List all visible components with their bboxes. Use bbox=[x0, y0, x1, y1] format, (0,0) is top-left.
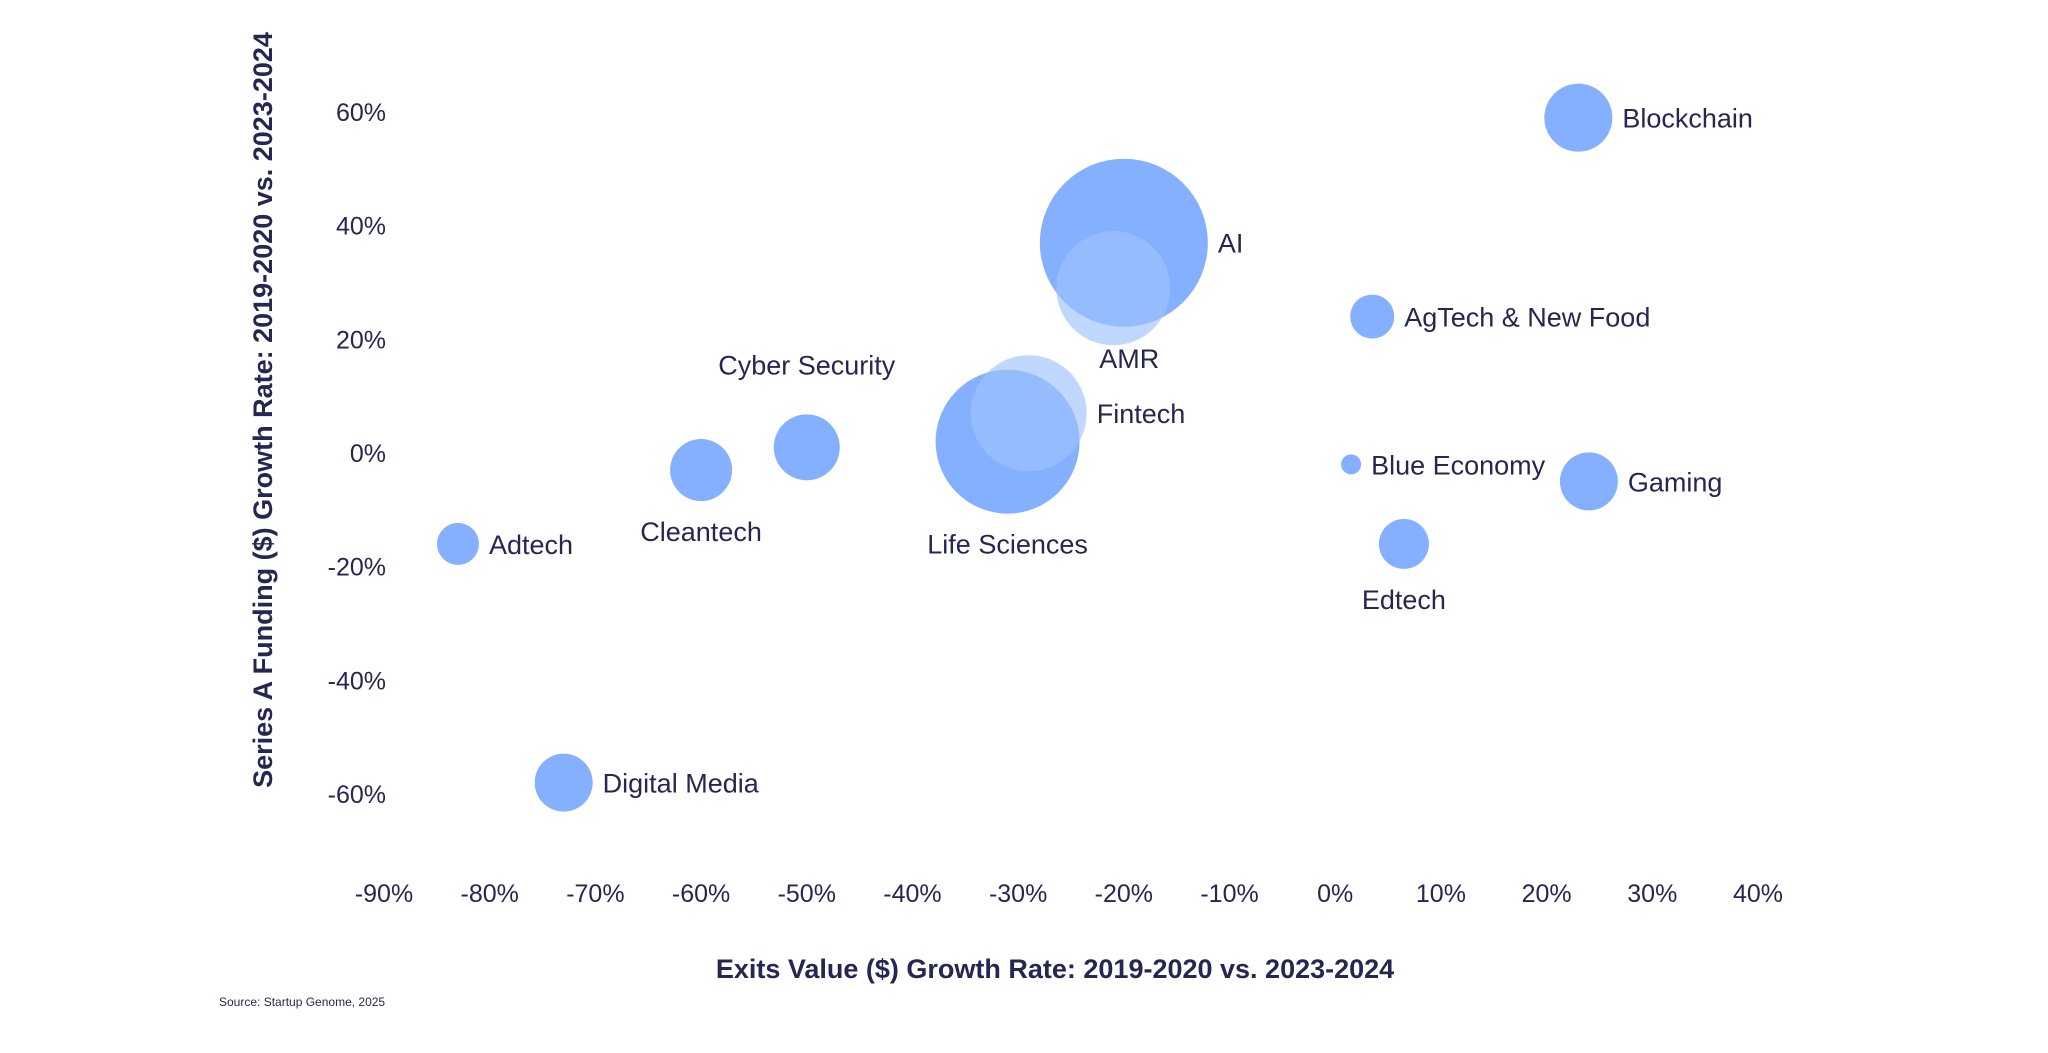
x-tick-label: -50% bbox=[778, 880, 836, 908]
x-tick-label: -20% bbox=[1095, 880, 1153, 908]
bubble-label-blockchain: Blockchain bbox=[1622, 104, 1753, 134]
x-tick-label: 0% bbox=[1317, 880, 1353, 908]
x-tick-label: -90% bbox=[355, 880, 413, 908]
bubble-cyber-security bbox=[773, 414, 840, 481]
source-note: Source: Startup Genome, 2025 bbox=[219, 995, 386, 1009]
bubble-label-adtech: Adtech bbox=[489, 530, 573, 560]
bubble-label-agtech-new-food: AgTech & New Food bbox=[1404, 303, 1650, 333]
y-tick-label: -60% bbox=[328, 781, 386, 809]
x-tick-label: -70% bbox=[566, 880, 624, 908]
x-tick-label: -30% bbox=[989, 880, 1047, 908]
bubbles-layer bbox=[436, 83, 1618, 812]
x-axis-ticks: -90% -80% -70% -60% -50% -40% -30% -20% -10% 0% 10… bbox=[355, 880, 1783, 908]
y-tick-label: -40% bbox=[328, 667, 386, 695]
bubble-labels-layer: Blockchain AI AMR AgTech & New Food Fintech C… bbox=[489, 104, 1753, 799]
bubble-label-cyber-security: Cyber Security bbox=[718, 350, 896, 380]
bubble-label-ai: AI bbox=[1218, 229, 1244, 259]
bubble-agtech-new-food bbox=[1350, 294, 1395, 339]
bubble-blue-economy bbox=[1341, 454, 1362, 475]
bubble-digital-media bbox=[534, 753, 593, 812]
bubble-label-digital-media: Digital Media bbox=[603, 769, 760, 799]
y-tick-label: 40% bbox=[336, 213, 386, 241]
bubble-label-fintech: Fintech bbox=[1097, 399, 1186, 429]
bubble-amr bbox=[1056, 231, 1171, 346]
x-axis-title: Exits Value ($) Growth Rate: 2019-2020 v… bbox=[716, 954, 1394, 984]
bubble-cleantech bbox=[670, 439, 733, 502]
y-tick-label: 20% bbox=[336, 326, 386, 354]
bubble-gaming bbox=[1559, 452, 1618, 511]
bubble-label-blue-economy: Blue Economy bbox=[1371, 450, 1546, 480]
bubble-label-cleantech: Cleantech bbox=[640, 517, 762, 547]
y-axis-ticks: 60% 40% 20% 0% -20% -40% -60% bbox=[328, 99, 386, 809]
bubble-label-amr: AMR bbox=[1099, 344, 1159, 374]
x-tick-label: 40% bbox=[1733, 880, 1783, 908]
x-tick-label: -80% bbox=[461, 880, 519, 908]
x-tick-label: -40% bbox=[883, 880, 941, 908]
x-tick-label: -10% bbox=[1200, 880, 1258, 908]
bubble-label-edtech: Edtech bbox=[1362, 585, 1446, 615]
bubble-fintech bbox=[970, 355, 1087, 472]
x-tick-label: 10% bbox=[1416, 880, 1466, 908]
bubble-label-life-sciences: Life Sciences bbox=[927, 530, 1088, 560]
y-axis-title: Series A Funding ($) Growth Rate: 2019-2… bbox=[248, 32, 278, 788]
bubble-blockchain bbox=[1544, 83, 1613, 152]
y-tick-label: 60% bbox=[336, 99, 386, 127]
bubble-adtech bbox=[436, 522, 479, 565]
x-tick-label: -60% bbox=[672, 880, 730, 908]
y-tick-label: -20% bbox=[328, 554, 386, 582]
x-tick-label: 30% bbox=[1627, 880, 1677, 908]
x-tick-label: 20% bbox=[1522, 880, 1572, 908]
bubble-edtech bbox=[1378, 518, 1429, 569]
y-tick-label: 0% bbox=[350, 440, 386, 468]
bubble-label-gaming: Gaming bbox=[1628, 467, 1723, 497]
